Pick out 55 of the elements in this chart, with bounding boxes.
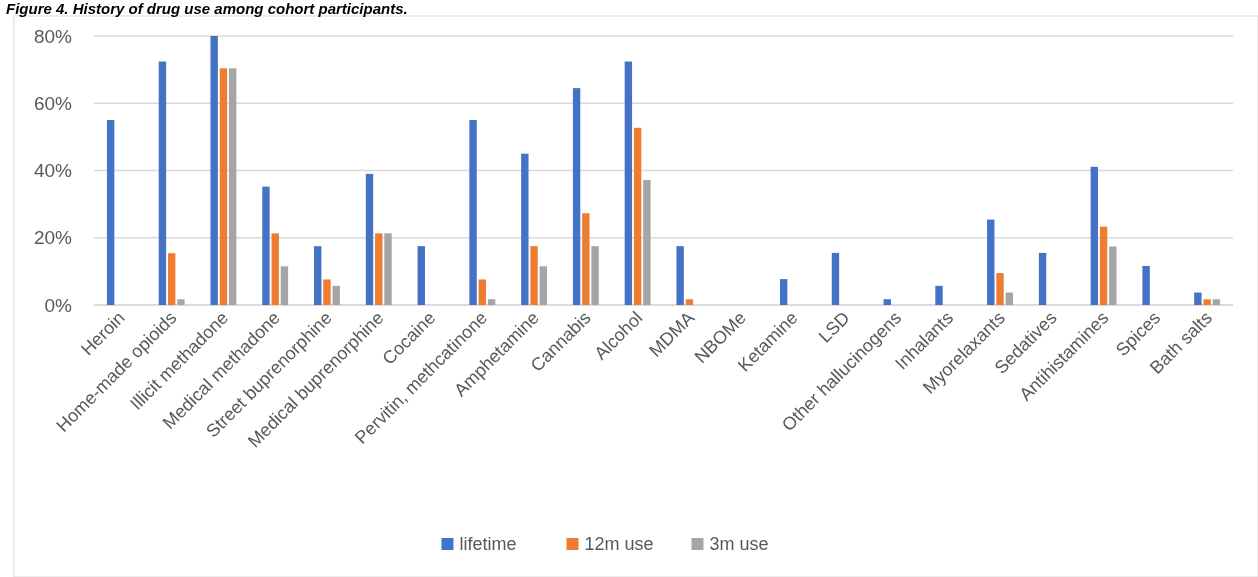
bar — [1099, 226, 1108, 305]
y-tick-label: 0% — [44, 294, 73, 316]
bar — [1194, 292, 1202, 305]
bar — [228, 68, 237, 305]
legend-label: 3m use — [709, 534, 769, 555]
bar — [384, 233, 392, 305]
y-tick-label: 20% — [33, 227, 73, 249]
bar — [1203, 299, 1211, 305]
bar — [262, 186, 270, 305]
bar — [685, 299, 694, 305]
bar — [158, 61, 167, 305]
bar — [521, 153, 529, 305]
bar — [375, 233, 383, 305]
chart-title: Figure 4. History of drug use among cohort participants. — [6, 0, 408, 17]
bar — [167, 253, 176, 305]
bar — [591, 246, 599, 305]
bar — [314, 246, 322, 305]
bar — [624, 61, 633, 305]
y-tick-label: 40% — [33, 160, 73, 182]
bar — [539, 266, 548, 305]
y-tick-label: 60% — [33, 92, 73, 114]
bar — [1005, 292, 1013, 305]
bar — [633, 127, 642, 305]
bar — [487, 299, 496, 305]
bar — [883, 299, 891, 305]
bar — [469, 120, 477, 305]
legend-label: 12m use — [584, 534, 654, 555]
bar — [1212, 299, 1221, 305]
bar — [106, 120, 115, 305]
bar — [582, 213, 590, 305]
bar — [831, 252, 840, 305]
bar — [530, 246, 538, 305]
bar — [987, 219, 995, 305]
bar — [935, 285, 943, 305]
bar — [365, 173, 374, 305]
bar — [572, 88, 581, 305]
legend-label: lifetime — [459, 534, 517, 555]
bar — [779, 279, 788, 305]
bar — [1090, 166, 1099, 305]
bar — [271, 233, 279, 305]
bar — [643, 179, 651, 305]
bar — [210, 36, 218, 305]
bar — [323, 279, 331, 305]
bar — [280, 266, 289, 305]
bar — [1109, 246, 1117, 305]
bar — [417, 246, 425, 305]
bar — [996, 273, 1004, 305]
bar — [676, 246, 684, 305]
bar — [1142, 266, 1150, 305]
y-tick-label: 80% — [33, 25, 73, 47]
bar — [1038, 252, 1047, 305]
bar — [177, 299, 185, 305]
bar — [219, 68, 228, 305]
bar — [332, 285, 340, 305]
bar — [478, 279, 486, 305]
